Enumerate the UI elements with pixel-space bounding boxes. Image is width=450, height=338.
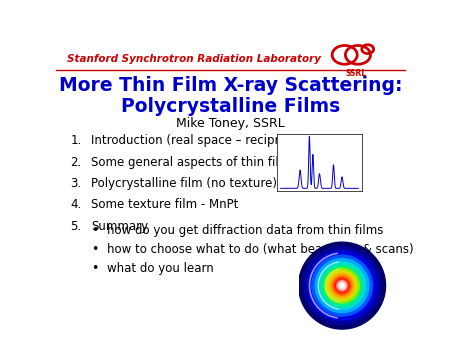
Text: Some general aspects of thin film scattering: Some general aspects of thin film scatte… — [91, 155, 354, 169]
Circle shape — [333, 276, 351, 295]
Circle shape — [338, 282, 346, 289]
Text: what do you learn: what do you learn — [107, 262, 214, 274]
Circle shape — [319, 262, 365, 309]
Text: Some texture film - MnPt: Some texture film - MnPt — [91, 198, 238, 211]
Text: •: • — [91, 243, 99, 256]
Circle shape — [303, 246, 381, 325]
Circle shape — [325, 268, 360, 303]
Circle shape — [327, 271, 357, 300]
Text: 3.: 3. — [70, 177, 81, 190]
Circle shape — [315, 259, 369, 313]
Circle shape — [337, 281, 347, 291]
Text: 5.: 5. — [70, 220, 81, 233]
Text: Summary: Summary — [91, 220, 148, 233]
Circle shape — [330, 273, 354, 298]
Circle shape — [312, 255, 373, 316]
Text: •: • — [91, 262, 99, 274]
Circle shape — [307, 251, 377, 320]
Text: •: • — [91, 223, 99, 237]
Text: 1.: 1. — [70, 134, 81, 147]
Circle shape — [335, 278, 350, 293]
Text: Mike Toney, SSRL: Mike Toney, SSRL — [176, 117, 285, 130]
Text: SSRL: SSRL — [346, 69, 367, 78]
Text: Polycrystalline film (no texture) – RuPt: Polycrystalline film (no texture) – RuPt — [91, 177, 317, 190]
Text: More Thin Film X-ray Scattering:: More Thin Film X-ray Scattering: — [59, 76, 402, 95]
Text: 2.: 2. — [70, 155, 81, 169]
Text: Introduction (real space – reciprocal space): Introduction (real space – reciprocal sp… — [91, 134, 346, 147]
Circle shape — [340, 284, 344, 287]
Circle shape — [322, 265, 363, 306]
Text: Polycrystalline Films: Polycrystalline Films — [121, 97, 340, 116]
Text: Stanford Synchrotron Radiation Laboratory: Stanford Synchrotron Radiation Laborator… — [67, 54, 321, 64]
Circle shape — [299, 242, 386, 329]
Text: how to choose what to do (what beam line & scans): how to choose what to do (what beam line… — [107, 243, 414, 256]
Text: 4.: 4. — [70, 198, 81, 211]
Text: how do you get diffraction data from thin films: how do you get diffraction data from thi… — [107, 223, 383, 237]
